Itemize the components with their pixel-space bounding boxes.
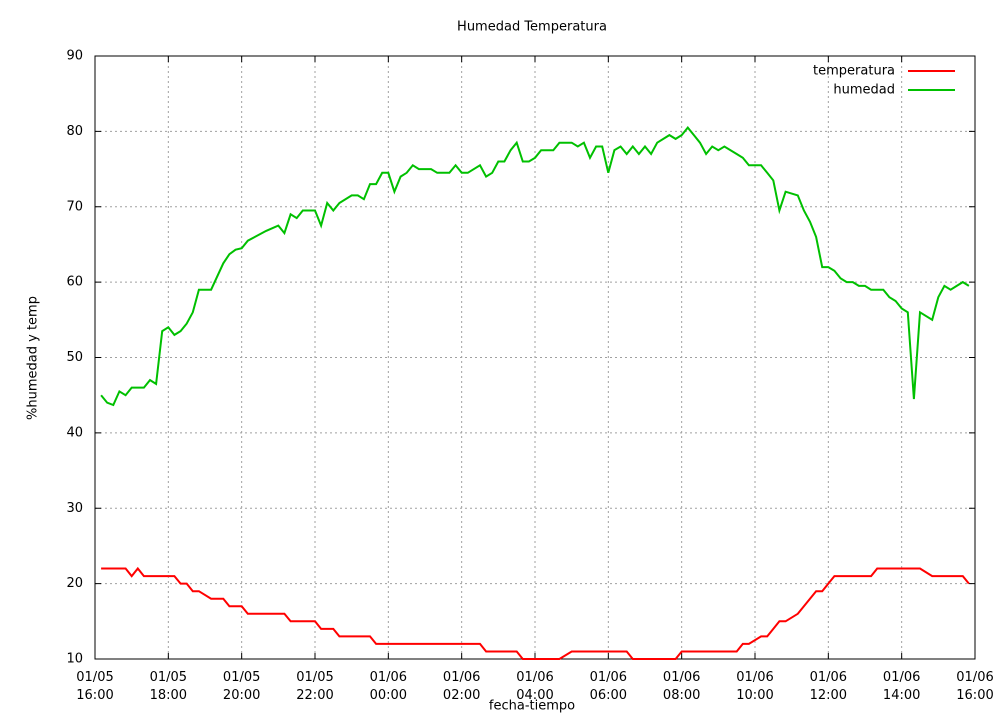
x-tick-label: 01/05 22:00 xyxy=(296,670,334,703)
x-tick-label: 01/06 12:00 xyxy=(809,670,848,703)
y-tick-label: 60 xyxy=(66,275,83,290)
x-tick-label: 01/06 10:00 xyxy=(736,670,774,703)
data-line xyxy=(101,566,970,660)
x-tick-label: 01/06 04:00 xyxy=(516,670,554,703)
x-tick-label: 01/06 02:00 xyxy=(442,670,481,703)
x-tick-label: 01/05 16:00 xyxy=(76,670,114,703)
x-tick-label: 01/06 06:00 xyxy=(589,670,628,703)
x-axis-label: fecha-tiempo xyxy=(489,699,575,714)
y-tick-label: 20 xyxy=(66,576,83,591)
data-line xyxy=(100,126,970,407)
y-tick-label: 80 xyxy=(66,124,83,139)
x-tick-label: 01/05 18:00 xyxy=(149,670,188,703)
x-tick-label: 01/06 08:00 xyxy=(662,670,701,703)
x-tick-label: 01/06 14:00 xyxy=(882,670,921,703)
chart-title: Humedad Temperatura xyxy=(457,20,607,35)
y-tick-label: 90 xyxy=(66,49,83,64)
legend-label: humedad xyxy=(833,83,895,98)
y-tick-label: 10 xyxy=(66,652,83,667)
y-axis-label: %humedad y temp xyxy=(26,296,41,420)
y-tick-label: 30 xyxy=(66,501,83,516)
x-tick-label: 01/06 16:00 xyxy=(956,670,994,703)
legend-label: temperatura xyxy=(813,64,895,79)
y-tick-label: 40 xyxy=(66,425,83,440)
y-tick-label: 50 xyxy=(66,350,83,365)
y-tick-label: 70 xyxy=(66,199,83,214)
x-tick-label: 01/06 00:00 xyxy=(369,670,408,703)
x-tick-label: 01/05 20:00 xyxy=(222,670,261,703)
